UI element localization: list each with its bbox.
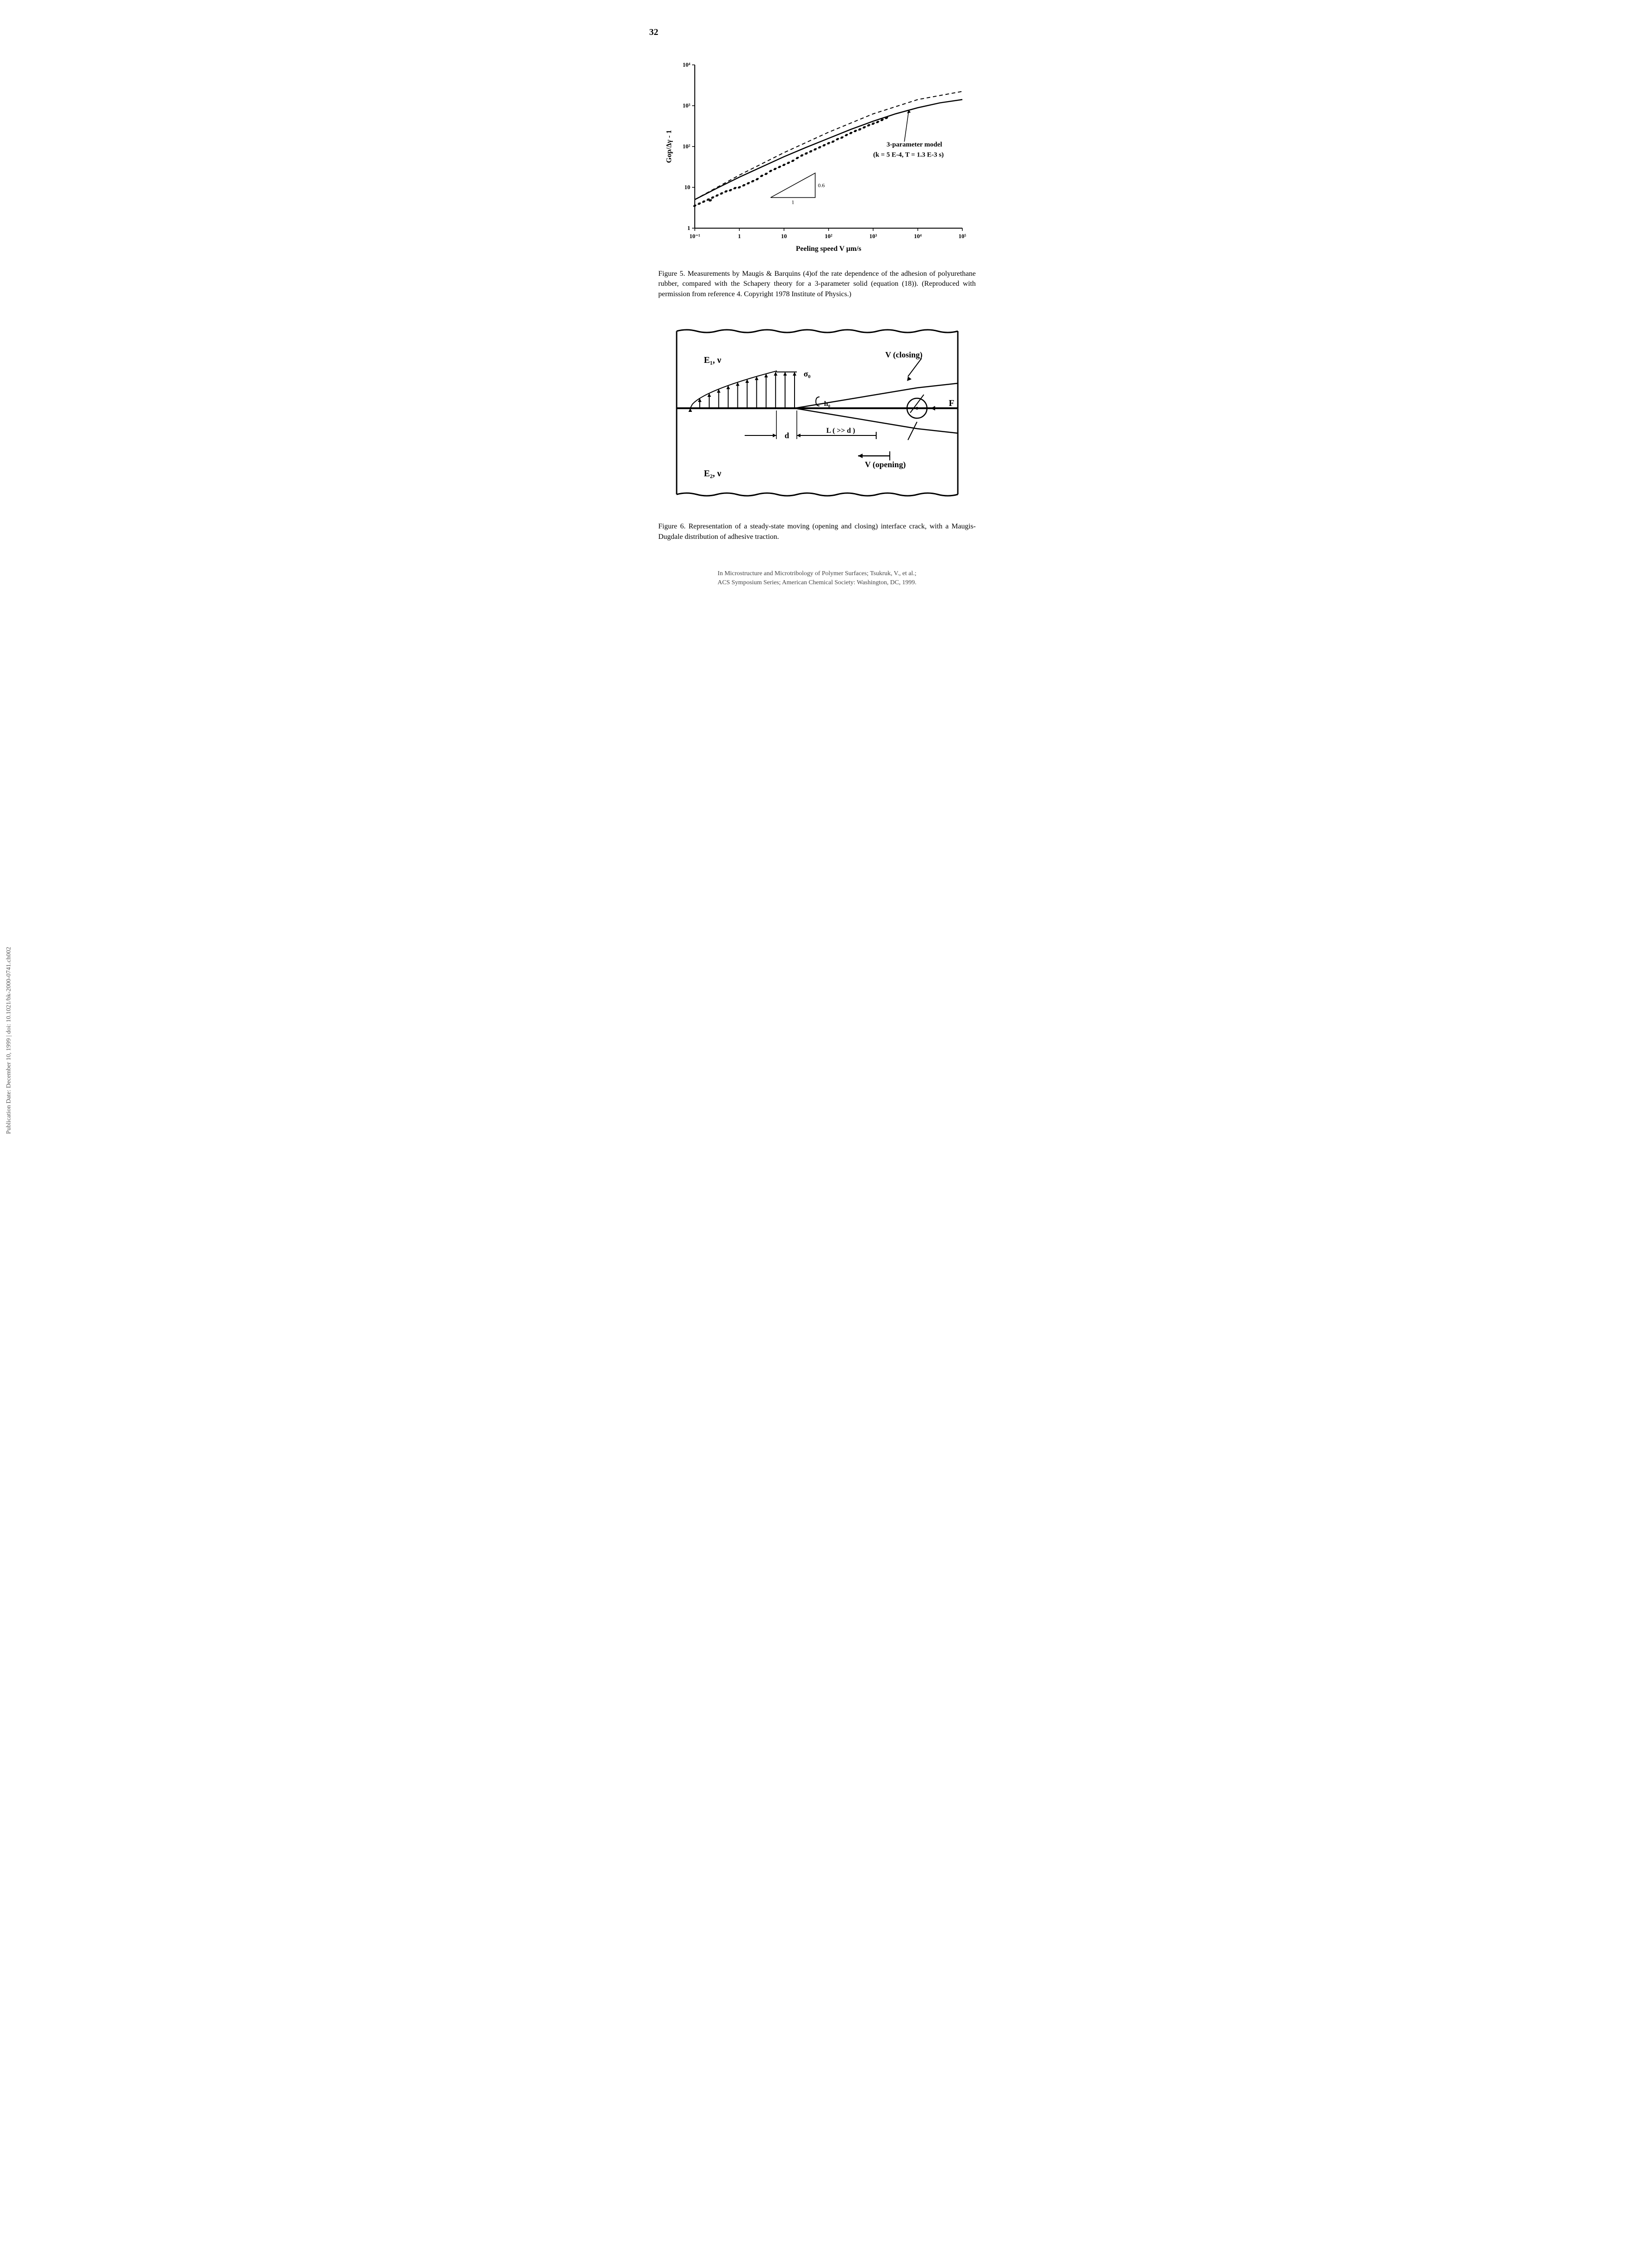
svg-text:0.6: 0.6 — [818, 182, 824, 189]
figure5-caption: Figure 5. Measurements by Maugis & Barqu… — [658, 269, 976, 299]
svg-text:10: 10 — [781, 233, 787, 240]
svg-text:E₁, ν: E₁, ν — [704, 355, 721, 365]
svg-text:Gop/Δγ - 1: Gop/Δγ - 1 — [665, 130, 673, 163]
svg-text:10⁴: 10⁴ — [683, 61, 690, 68]
svg-text:F: F — [949, 398, 954, 408]
svg-text:10: 10 — [684, 184, 690, 191]
footer-line2: ACS Symposium Series; American Chemical … — [649, 578, 985, 587]
publication-sidebar: Publication Date: December 10, 1999 | do… — [5, 947, 13, 1134]
figure5-svg: 10⁻¹ 1 10 10² 10³ 10⁴ 10⁵ 1 10 10² 10³ 10⁴ Peeling s… — [663, 56, 971, 255]
svg-text:10⁵: 10⁵ — [958, 233, 966, 240]
svg-text:10⁻¹: 10⁻¹ — [689, 233, 700, 240]
svg-text:1: 1 — [738, 233, 741, 240]
svg-text:E₂, ν: E₂, ν — [704, 469, 721, 479]
svg-text:V (opening): V (opening) — [865, 460, 906, 469]
svg-text:(k = 5 E-4, T = 1.3 E-3 s): (k = 5 E-4, T = 1.3 E-3 s) — [873, 152, 944, 159]
footer: In Microstructure and Microtribology of … — [649, 569, 985, 587]
svg-text:V (closing): V (closing) — [885, 350, 922, 360]
svg-text:L ( >> d ): L ( >> d ) — [826, 427, 855, 435]
figure6-svg: σ₀ h₀ F V (closing) V (opening) d L ( >> d ) E₁… — [663, 318, 971, 508]
svg-text:Peeling speed V µm/s: Peeling speed V µm/s — [795, 245, 861, 253]
footer-line1: In Microstructure and Microtribology of … — [649, 569, 985, 578]
figure6-diagram: σ₀ h₀ F V (closing) V (opening) d L ( >> d ) E₁… — [663, 318, 971, 508]
svg-text:10³: 10³ — [869, 233, 877, 240]
svg-text:1: 1 — [791, 199, 794, 205]
svg-text:h₀: h₀ — [824, 400, 830, 408]
figure6-caption: Figure 6. Representation of a steady-sta… — [658, 522, 976, 542]
svg-text:σ₀: σ₀ — [804, 369, 810, 378]
svg-text:10²: 10² — [824, 233, 832, 240]
svg-text:10²: 10² — [683, 143, 690, 150]
svg-text:3-parameter model: 3-parameter model — [886, 141, 942, 148]
svg-text:10⁴: 10⁴ — [914, 233, 922, 240]
page-number: 32 — [649, 27, 985, 38]
svg-text:1: 1 — [687, 225, 690, 231]
svg-text:10³: 10³ — [683, 102, 690, 109]
figure5-chart: 10⁻¹ 1 10 10² 10³ 10⁴ 10⁵ 1 10 10² 10³ 10⁴ Peeling s… — [663, 56, 971, 255]
svg-text:d: d — [785, 431, 789, 440]
